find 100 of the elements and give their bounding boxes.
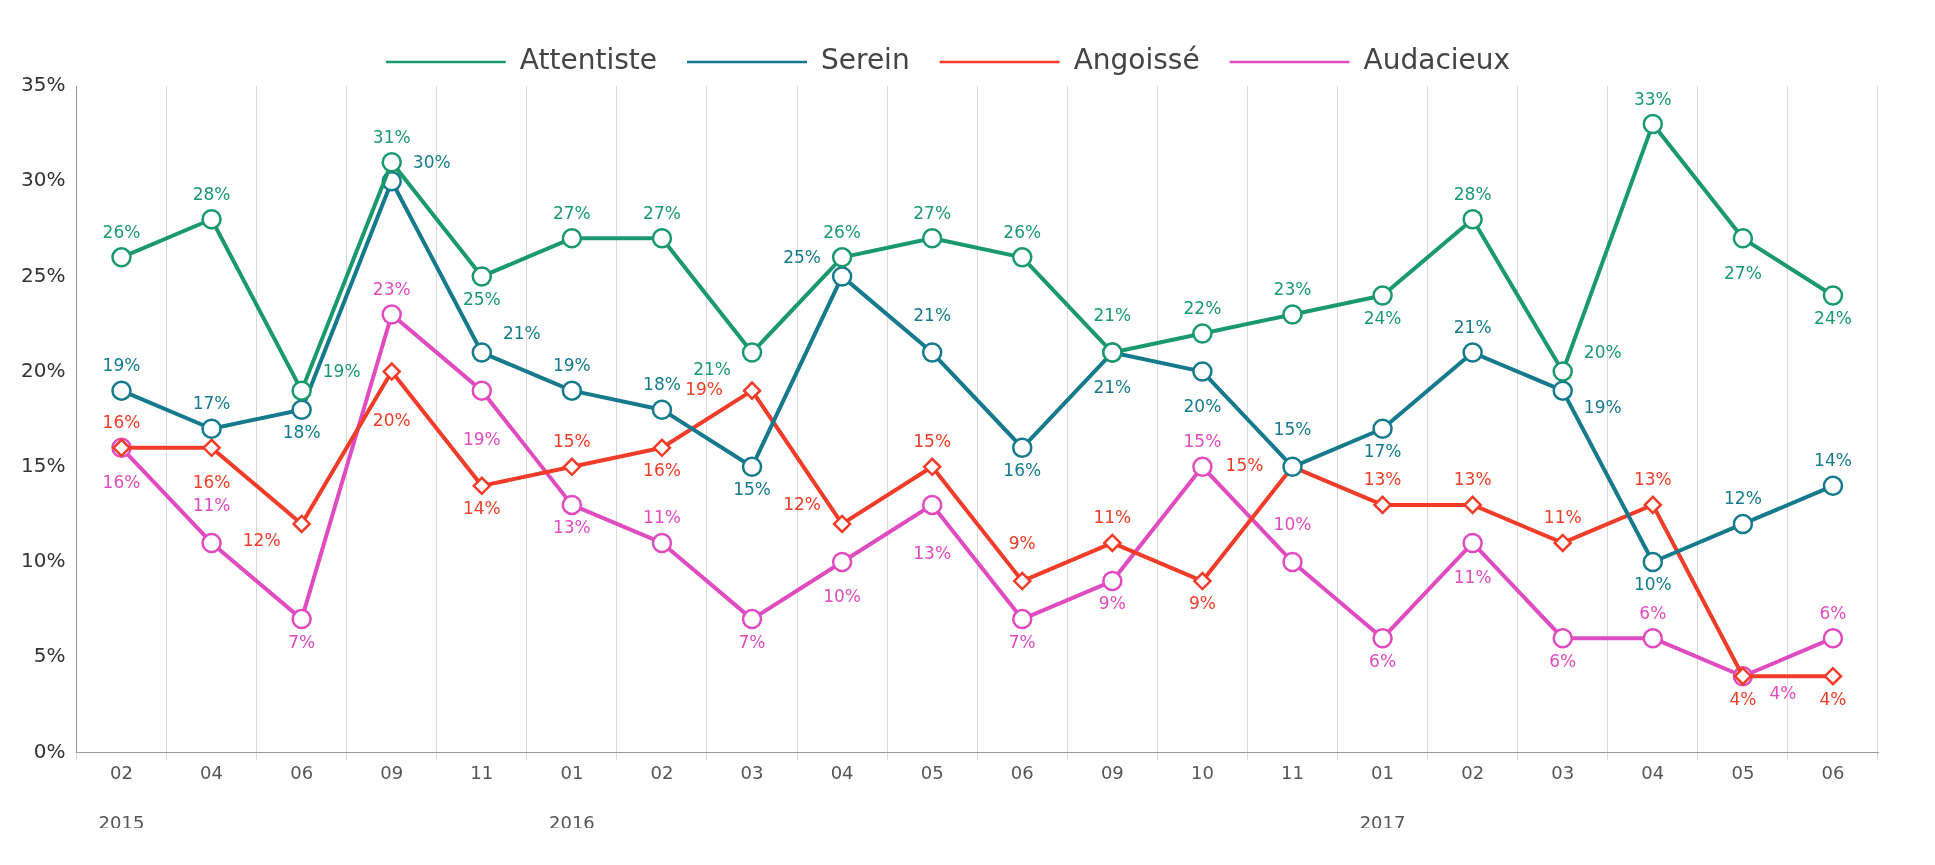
legend-label: Serein — [820, 43, 910, 77]
data-label: 16% — [643, 460, 681, 481]
data-label: 4% — [1729, 688, 1757, 709]
point — [1822, 627, 1844, 649]
x-tick-label: 01 — [560, 761, 584, 783]
data-label: 26% — [1003, 221, 1042, 242]
data-label: 7% — [738, 631, 766, 652]
point — [1372, 627, 1393, 649]
data-label: 19% — [102, 355, 141, 376]
data-label: 20% — [1583, 342, 1622, 363]
point — [1102, 570, 1123, 592]
legend-label: Audacieux — [1363, 43, 1511, 77]
data-label: 18% — [643, 374, 681, 395]
data-label: 4% — [1769, 682, 1797, 703]
data-label: 33% — [1633, 88, 1672, 109]
data-label: 28% — [1453, 183, 1492, 204]
data-label: 31% — [372, 126, 411, 147]
point — [1013, 571, 1032, 591]
point — [1552, 627, 1573, 649]
point — [1192, 361, 1213, 382]
data-label: 17% — [192, 393, 231, 414]
point — [1642, 113, 1664, 135]
point — [651, 228, 673, 249]
point — [561, 228, 583, 249]
x-tick-label: 06 — [1821, 761, 1845, 783]
point — [1642, 627, 1664, 649]
data-label: 6% — [1369, 650, 1397, 671]
data-label: 13% — [913, 543, 952, 564]
x-tick-label: 04 — [830, 761, 854, 783]
point — [831, 266, 853, 287]
point — [741, 456, 763, 478]
data-label: 13% — [1453, 469, 1492, 490]
data-label: 7% — [288, 631, 316, 652]
y-tick-label: 15% — [21, 453, 66, 477]
text: 2016 — [548, 811, 595, 833]
x-tick-label: 09 — [380, 761, 404, 783]
data-label: 19% — [685, 379, 723, 400]
data-label: 21% — [1453, 316, 1492, 337]
x-tick-label: 02 — [110, 761, 133, 783]
x-tick-label: 09 — [1100, 761, 1124, 783]
data-label: 23% — [372, 278, 411, 299]
x-tick-label: 02 — [650, 761, 674, 783]
point — [1282, 304, 1303, 325]
data-label: 23% — [1273, 278, 1312, 299]
y-tick-label: 25% — [21, 262, 66, 287]
point — [832, 514, 852, 534]
x-tick-label: 06 — [290, 761, 314, 783]
data-label: 15% — [552, 431, 591, 452]
x-tick-label: 04 — [1641, 761, 1665, 783]
point — [381, 151, 402, 173]
data-label: 26% — [102, 221, 141, 242]
point — [1193, 571, 1212, 591]
point — [201, 209, 222, 230]
point — [1553, 533, 1572, 553]
data-label: 6% — [1639, 602, 1667, 623]
text: 2015 — [98, 811, 145, 833]
data-label: 12% — [1723, 488, 1762, 509]
point — [1552, 361, 1573, 382]
point — [111, 247, 132, 268]
data-label: 15% — [1183, 431, 1222, 452]
point — [921, 342, 943, 363]
point — [652, 438, 672, 458]
data-label: 16% — [102, 412, 141, 433]
data-label: 18% — [282, 422, 321, 443]
point — [561, 380, 583, 401]
data-label: 15% — [1225, 455, 1264, 476]
data-label: 26% — [823, 221, 862, 242]
point — [1282, 551, 1303, 573]
point — [292, 514, 311, 534]
point — [651, 532, 673, 554]
y-tick-label: 35% — [21, 72, 66, 97]
point — [1732, 513, 1754, 535]
point — [562, 457, 582, 477]
data-label: 10% — [823, 586, 862, 607]
data-label: 20% — [1183, 396, 1222, 417]
data-label: 11% — [1543, 507, 1582, 528]
x-tick-label: 01 — [1371, 761, 1395, 783]
point — [291, 399, 312, 420]
data-label: 15% — [733, 479, 771, 500]
data-label: 24% — [1814, 307, 1852, 328]
point — [1732, 228, 1754, 249]
data-label: 25% — [783, 246, 822, 267]
data-label: 6% — [1819, 602, 1847, 623]
data-label: 12% — [783, 494, 822, 515]
point — [471, 266, 493, 287]
data-label: 21% — [693, 358, 731, 379]
x-tick-label: 05 — [920, 761, 944, 783]
x-tick-label: 11 — [470, 761, 494, 783]
data-label: 15% — [913, 431, 952, 452]
x-tick-label: 10 — [1190, 761, 1214, 783]
data-label: 16% — [192, 472, 231, 493]
data-label: 10% — [1633, 574, 1672, 595]
point — [1012, 608, 1033, 630]
x-tick-label: 03 — [1551, 761, 1575, 783]
point — [831, 247, 853, 268]
point — [291, 608, 312, 630]
y-tick-label: 20% — [21, 357, 66, 382]
legend-label: Attentiste — [519, 43, 657, 77]
point — [1012, 247, 1033, 268]
point — [1012, 437, 1033, 459]
